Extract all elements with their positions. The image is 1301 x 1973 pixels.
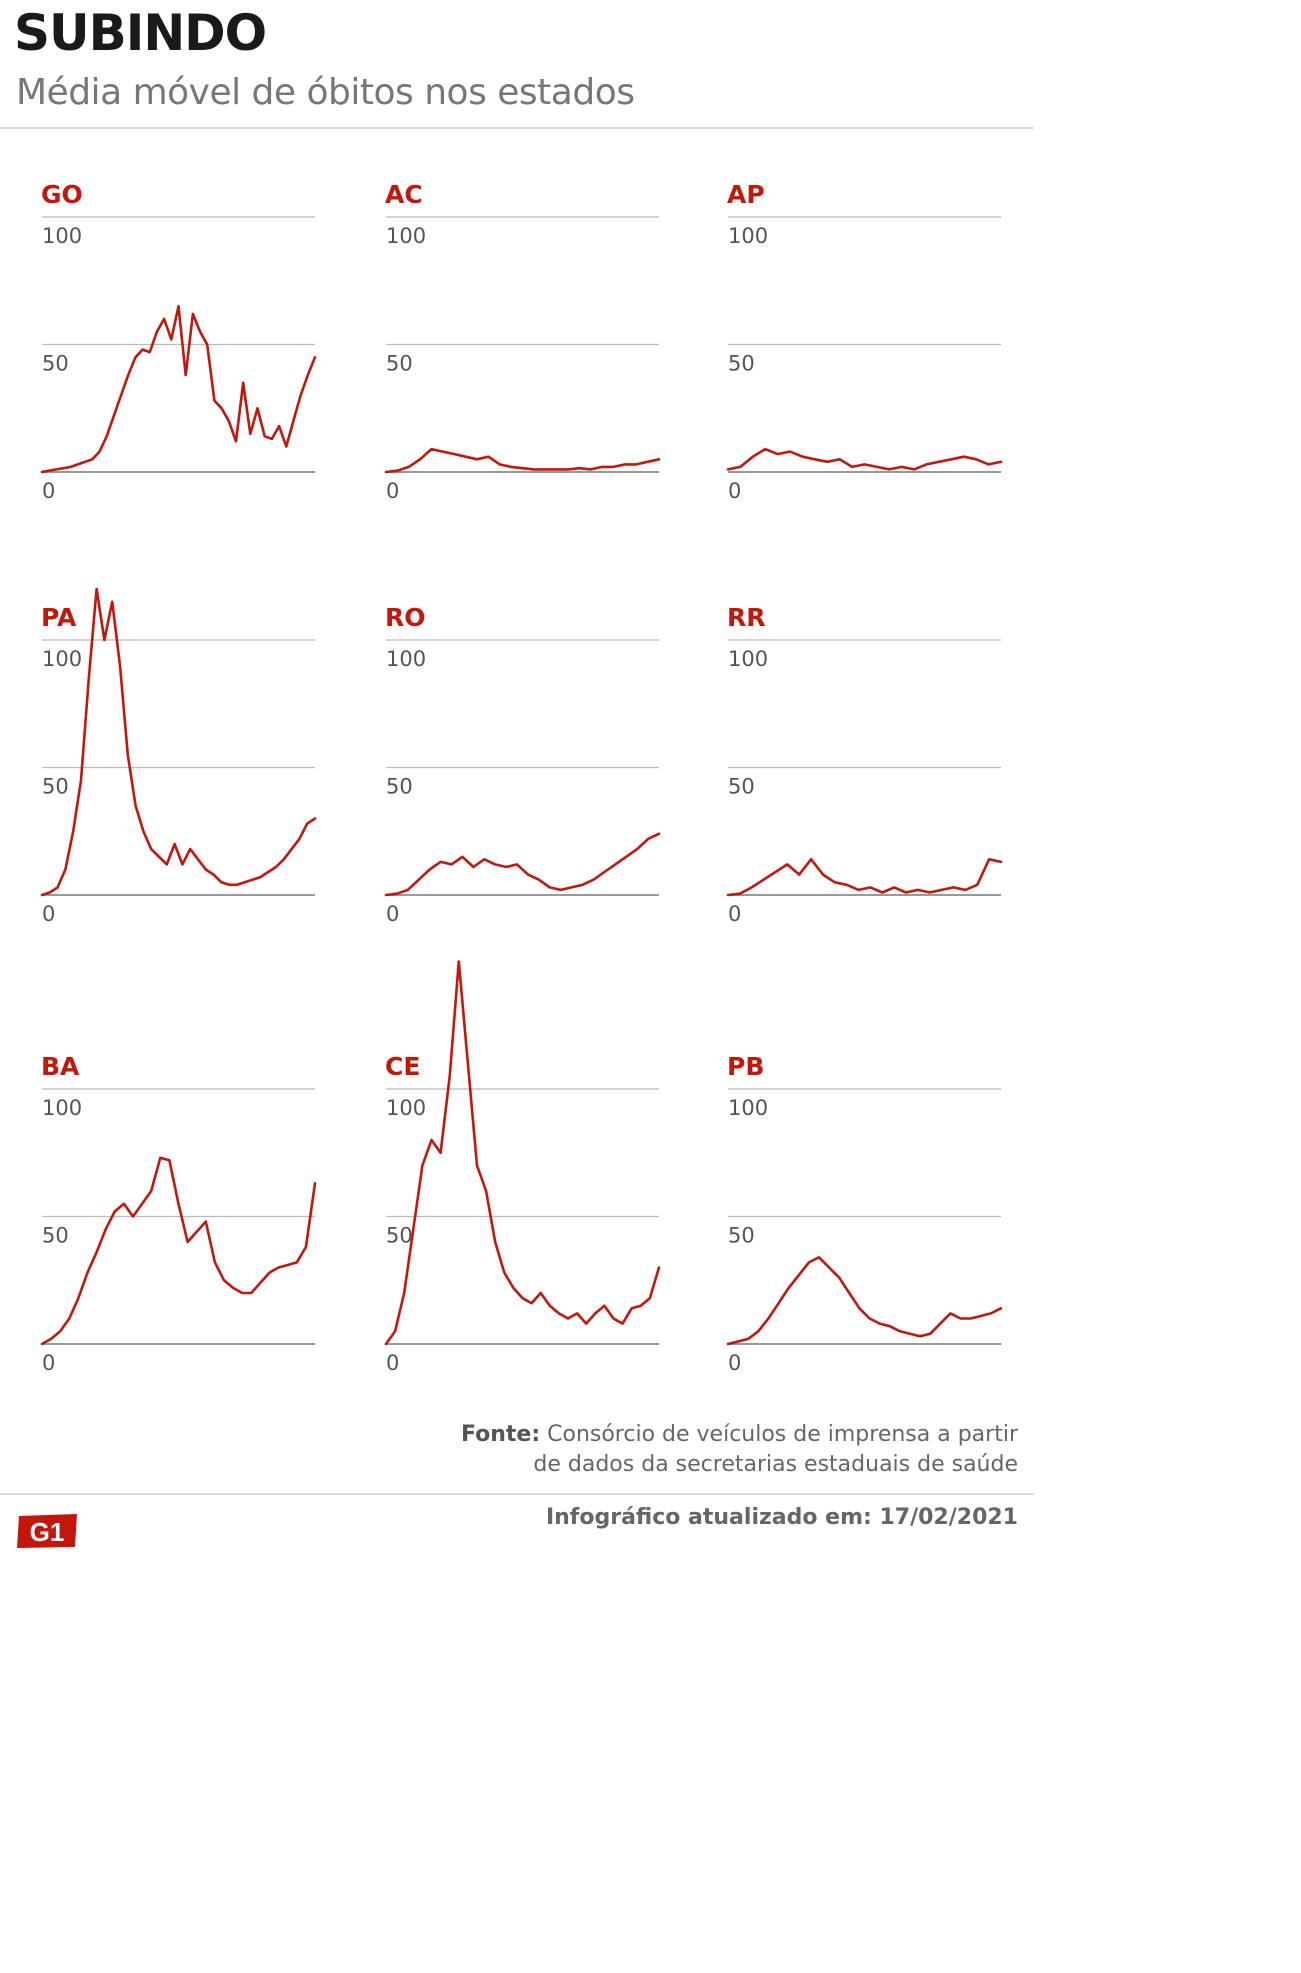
state-chart-rr: 0 50 100 RR <box>726 603 1003 926</box>
y-tick-label: 0 <box>728 479 741 503</box>
source-note: Fonte: Consórcio de veículos de imprensa… <box>461 1420 1018 1480</box>
source-line-2: de dados da secretarias estaduais de saú… <box>533 1452 1018 1477</box>
y-tick-label: 50 <box>42 1224 69 1248</box>
state-chart-ac: 0 50 100 AC <box>384 180 661 503</box>
y-tick-label: 50 <box>42 352 69 376</box>
y-tick-label: 0 <box>386 902 399 926</box>
y-tick-label: 100 <box>42 647 82 671</box>
state-chart-go: 0 50 100 GO <box>40 180 317 503</box>
y-tick-label: 100 <box>728 647 768 671</box>
header-divider <box>0 127 1034 129</box>
series-line <box>726 857 1003 897</box>
series-line <box>40 1156 317 1346</box>
y-tick-label: 100 <box>386 224 426 248</box>
y-tick-label: 50 <box>728 1224 755 1248</box>
state-label: AC <box>385 180 423 209</box>
series-line <box>384 960 661 1346</box>
y-tick-label: 0 <box>42 902 55 926</box>
series-line <box>40 304 317 474</box>
y-tick-label: 50 <box>386 775 413 799</box>
state-chart-ce: 0 50 100 CE <box>384 960 661 1375</box>
state-label: GO <box>41 180 83 209</box>
g1-logo: G1 <box>17 1514 77 1548</box>
state-label: RR <box>727 603 766 632</box>
y-tick-label: 100 <box>42 1096 82 1120</box>
series-line <box>726 1256 1003 1346</box>
y-tick-label: 0 <box>386 1351 399 1375</box>
state-chart-ba: 0 50 100 BA <box>40 1052 317 1375</box>
series-line <box>384 832 661 897</box>
state-label: BA <box>41 1052 80 1081</box>
y-tick-label: 0 <box>42 1351 55 1375</box>
small-multiples-charts: 0 50 100 GO 0 50 100 AC 0 50 100 AP 0 50 100 PA 0 50 100 RO… <box>40 180 1003 1375</box>
y-tick-label: 0 <box>386 479 399 503</box>
updated-date: Infográfico atualizado em: 17/02/2021 <box>545 1505 1018 1530</box>
page-subtitle: Média móvel de óbitos nos estados <box>16 72 635 113</box>
state-label: RO <box>385 603 426 632</box>
y-tick-label: 0 <box>42 479 55 503</box>
y-tick-label: 100 <box>42 224 82 248</box>
state-chart-pa: 0 50 100 PA <box>40 587 317 926</box>
state-label: PA <box>41 603 77 632</box>
state-label: AP <box>727 180 765 209</box>
y-tick-label: 50 <box>728 352 755 376</box>
y-tick-label: 50 <box>386 1224 413 1248</box>
y-tick-label: 0 <box>728 1351 741 1375</box>
series-line <box>726 447 1003 471</box>
y-tick-label: 100 <box>728 224 768 248</box>
state-chart-pb: 0 50 100 PB <box>726 1052 1003 1375</box>
y-tick-label: 50 <box>728 775 755 799</box>
y-tick-label: 50 <box>42 775 69 799</box>
y-tick-label: 100 <box>386 1096 426 1120</box>
series-line <box>40 587 317 897</box>
source-line-1: Consórcio de veículos de imprensa a part… <box>547 1422 1018 1447</box>
y-tick-label: 0 <box>728 902 741 926</box>
series-line <box>384 447 661 474</box>
page-title: SUBINDO <box>14 4 267 62</box>
state-label: PB <box>727 1052 764 1081</box>
footer-divider <box>0 1493 1034 1495</box>
state-chart-ap: 0 50 100 AP <box>726 180 1003 503</box>
y-tick-label: 100 <box>728 1096 768 1120</box>
y-tick-label: 100 <box>386 647 426 671</box>
source-label: Fonte: <box>460 1422 541 1447</box>
y-tick-label: 50 <box>386 352 413 376</box>
state-chart-ro: 0 50 100 RO <box>384 603 661 926</box>
logo-text: G1 <box>30 1517 65 1547</box>
state-label: CE <box>385 1052 420 1081</box>
